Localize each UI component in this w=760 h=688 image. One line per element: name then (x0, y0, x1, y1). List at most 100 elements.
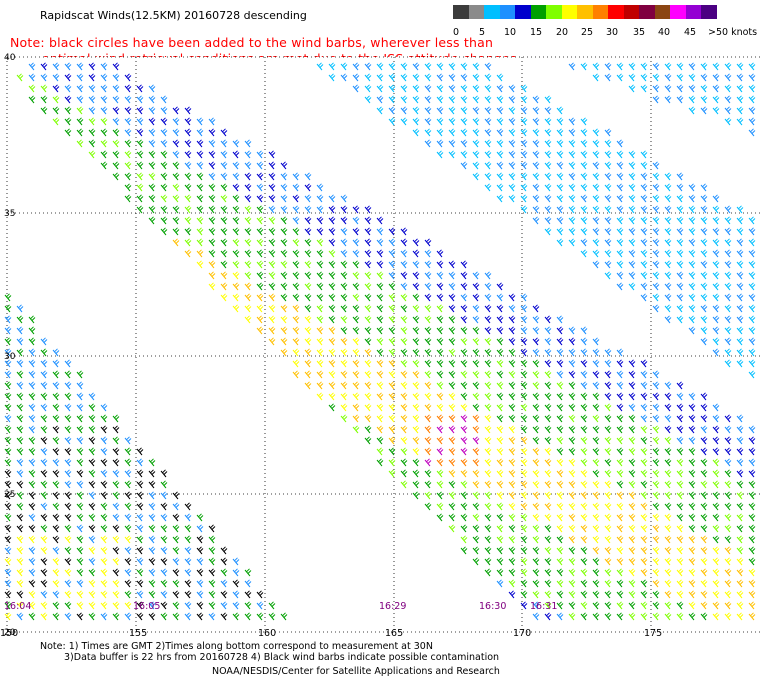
wind-barb (544, 117, 552, 126)
wind-barb (592, 337, 600, 346)
wind-barb (448, 425, 456, 434)
wind-barb (664, 612, 672, 621)
wind-barb (748, 546, 756, 555)
wind-barb (124, 95, 132, 104)
wind-barb (604, 238, 612, 247)
wind-barb (136, 579, 144, 588)
wind-barb (484, 117, 492, 126)
wind-barb (508, 139, 516, 148)
wind-barb (688, 414, 696, 423)
wind-barb (352, 425, 360, 434)
wind-barb (400, 359, 408, 368)
wind-barb (424, 249, 432, 258)
wind-barb (556, 150, 564, 159)
wind-barb (388, 62, 396, 71)
wind-barb (52, 535, 60, 544)
wind-barb (208, 205, 216, 214)
wind-barb (412, 469, 420, 478)
wind-barb (472, 337, 480, 346)
wind-barb (448, 370, 456, 379)
wind-barb (604, 370, 612, 379)
wind-barb (100, 480, 108, 489)
wind-barb (508, 117, 516, 126)
wind-barb (748, 315, 756, 324)
wind-barb (508, 172, 516, 181)
wind-barb (724, 205, 732, 214)
wind-barb (412, 95, 420, 104)
wind-barb (568, 326, 576, 335)
wind-barb (208, 117, 216, 126)
wind-barb (700, 524, 708, 533)
wind-barb (736, 282, 744, 291)
wind-barb (700, 304, 708, 313)
wind-barb (172, 546, 180, 555)
wind-barb (676, 414, 684, 423)
wind-barb (52, 381, 60, 390)
wind-barb (568, 150, 576, 159)
wind-barb (580, 546, 588, 555)
wind-barb (460, 348, 468, 357)
wind-barb (736, 491, 744, 500)
wind-barb (112, 557, 120, 566)
map-title: Rapidscat Winds(12.5KM) 20160728 descend… (40, 9, 307, 22)
wind-barb (52, 601, 60, 610)
wind-barb (148, 491, 156, 500)
wind-barb (604, 612, 612, 621)
wind-barb (532, 128, 540, 137)
wind-barb (496, 128, 504, 137)
wind-barb (208, 612, 216, 621)
wind-barb (364, 227, 372, 236)
wind-barb (268, 183, 276, 192)
wind-barb (616, 425, 624, 434)
wind-barb (544, 524, 552, 533)
wind-barb (472, 546, 480, 555)
legend-label: 45 (684, 27, 697, 38)
wind-barb (676, 216, 684, 225)
wind-barb (748, 117, 756, 126)
wind-barb (544, 414, 552, 423)
legend-swatch (670, 5, 686, 19)
wind-barb (568, 348, 576, 357)
wind-barb (424, 381, 432, 390)
wind-barb (112, 458, 120, 467)
wind-barb (184, 139, 192, 148)
wind-barb (148, 84, 156, 93)
wind-barb (280, 271, 288, 280)
wind-barb (688, 271, 696, 280)
wind-barb (148, 172, 156, 181)
legend-swatch (608, 5, 624, 19)
wind-barb (736, 95, 744, 104)
wind-barb (556, 205, 564, 214)
wind-barb (580, 172, 588, 181)
wind-barb (340, 73, 348, 82)
wind-barb (736, 502, 744, 511)
wind-barb (676, 73, 684, 82)
wind-barb (580, 568, 588, 577)
wind-barb (160, 469, 168, 478)
wind-barb (628, 194, 636, 203)
wind-barb (364, 359, 372, 368)
wind-barb (340, 194, 348, 203)
wind-barb (664, 238, 672, 247)
wind-barb (748, 579, 756, 588)
wind-barb (412, 348, 420, 357)
wind-barb (628, 392, 636, 401)
wind-barb (436, 502, 444, 511)
wind-barb (412, 117, 420, 126)
wind-barb (460, 62, 468, 71)
wind-barb (556, 381, 564, 390)
footer-credit: NOAA/NESDIS/Center for Satellite Applica… (212, 666, 500, 677)
wind-barb (520, 315, 528, 324)
wind-barb (508, 161, 516, 170)
wind-barb (424, 370, 432, 379)
wind-barb (172, 106, 180, 115)
wind-barb (328, 381, 336, 390)
wind-barb (736, 326, 744, 335)
wind-barb (676, 62, 684, 71)
wind-barb (568, 216, 576, 225)
wind-barb (688, 293, 696, 302)
wind-barb (52, 579, 60, 588)
wind-barb (40, 601, 48, 610)
wind-barb (52, 425, 60, 434)
wind-barb (88, 425, 96, 434)
